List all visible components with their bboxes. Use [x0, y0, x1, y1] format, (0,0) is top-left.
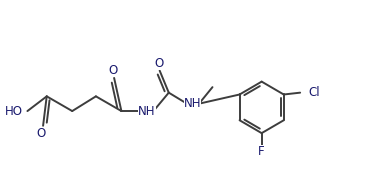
- Text: O: O: [154, 57, 163, 70]
- Text: F: F: [258, 145, 265, 158]
- Text: HO: HO: [5, 105, 23, 118]
- Text: O: O: [109, 64, 118, 77]
- Text: O: O: [37, 127, 46, 140]
- Text: NH: NH: [184, 97, 201, 110]
- Text: Cl: Cl: [308, 86, 320, 99]
- Text: NH: NH: [138, 105, 156, 118]
